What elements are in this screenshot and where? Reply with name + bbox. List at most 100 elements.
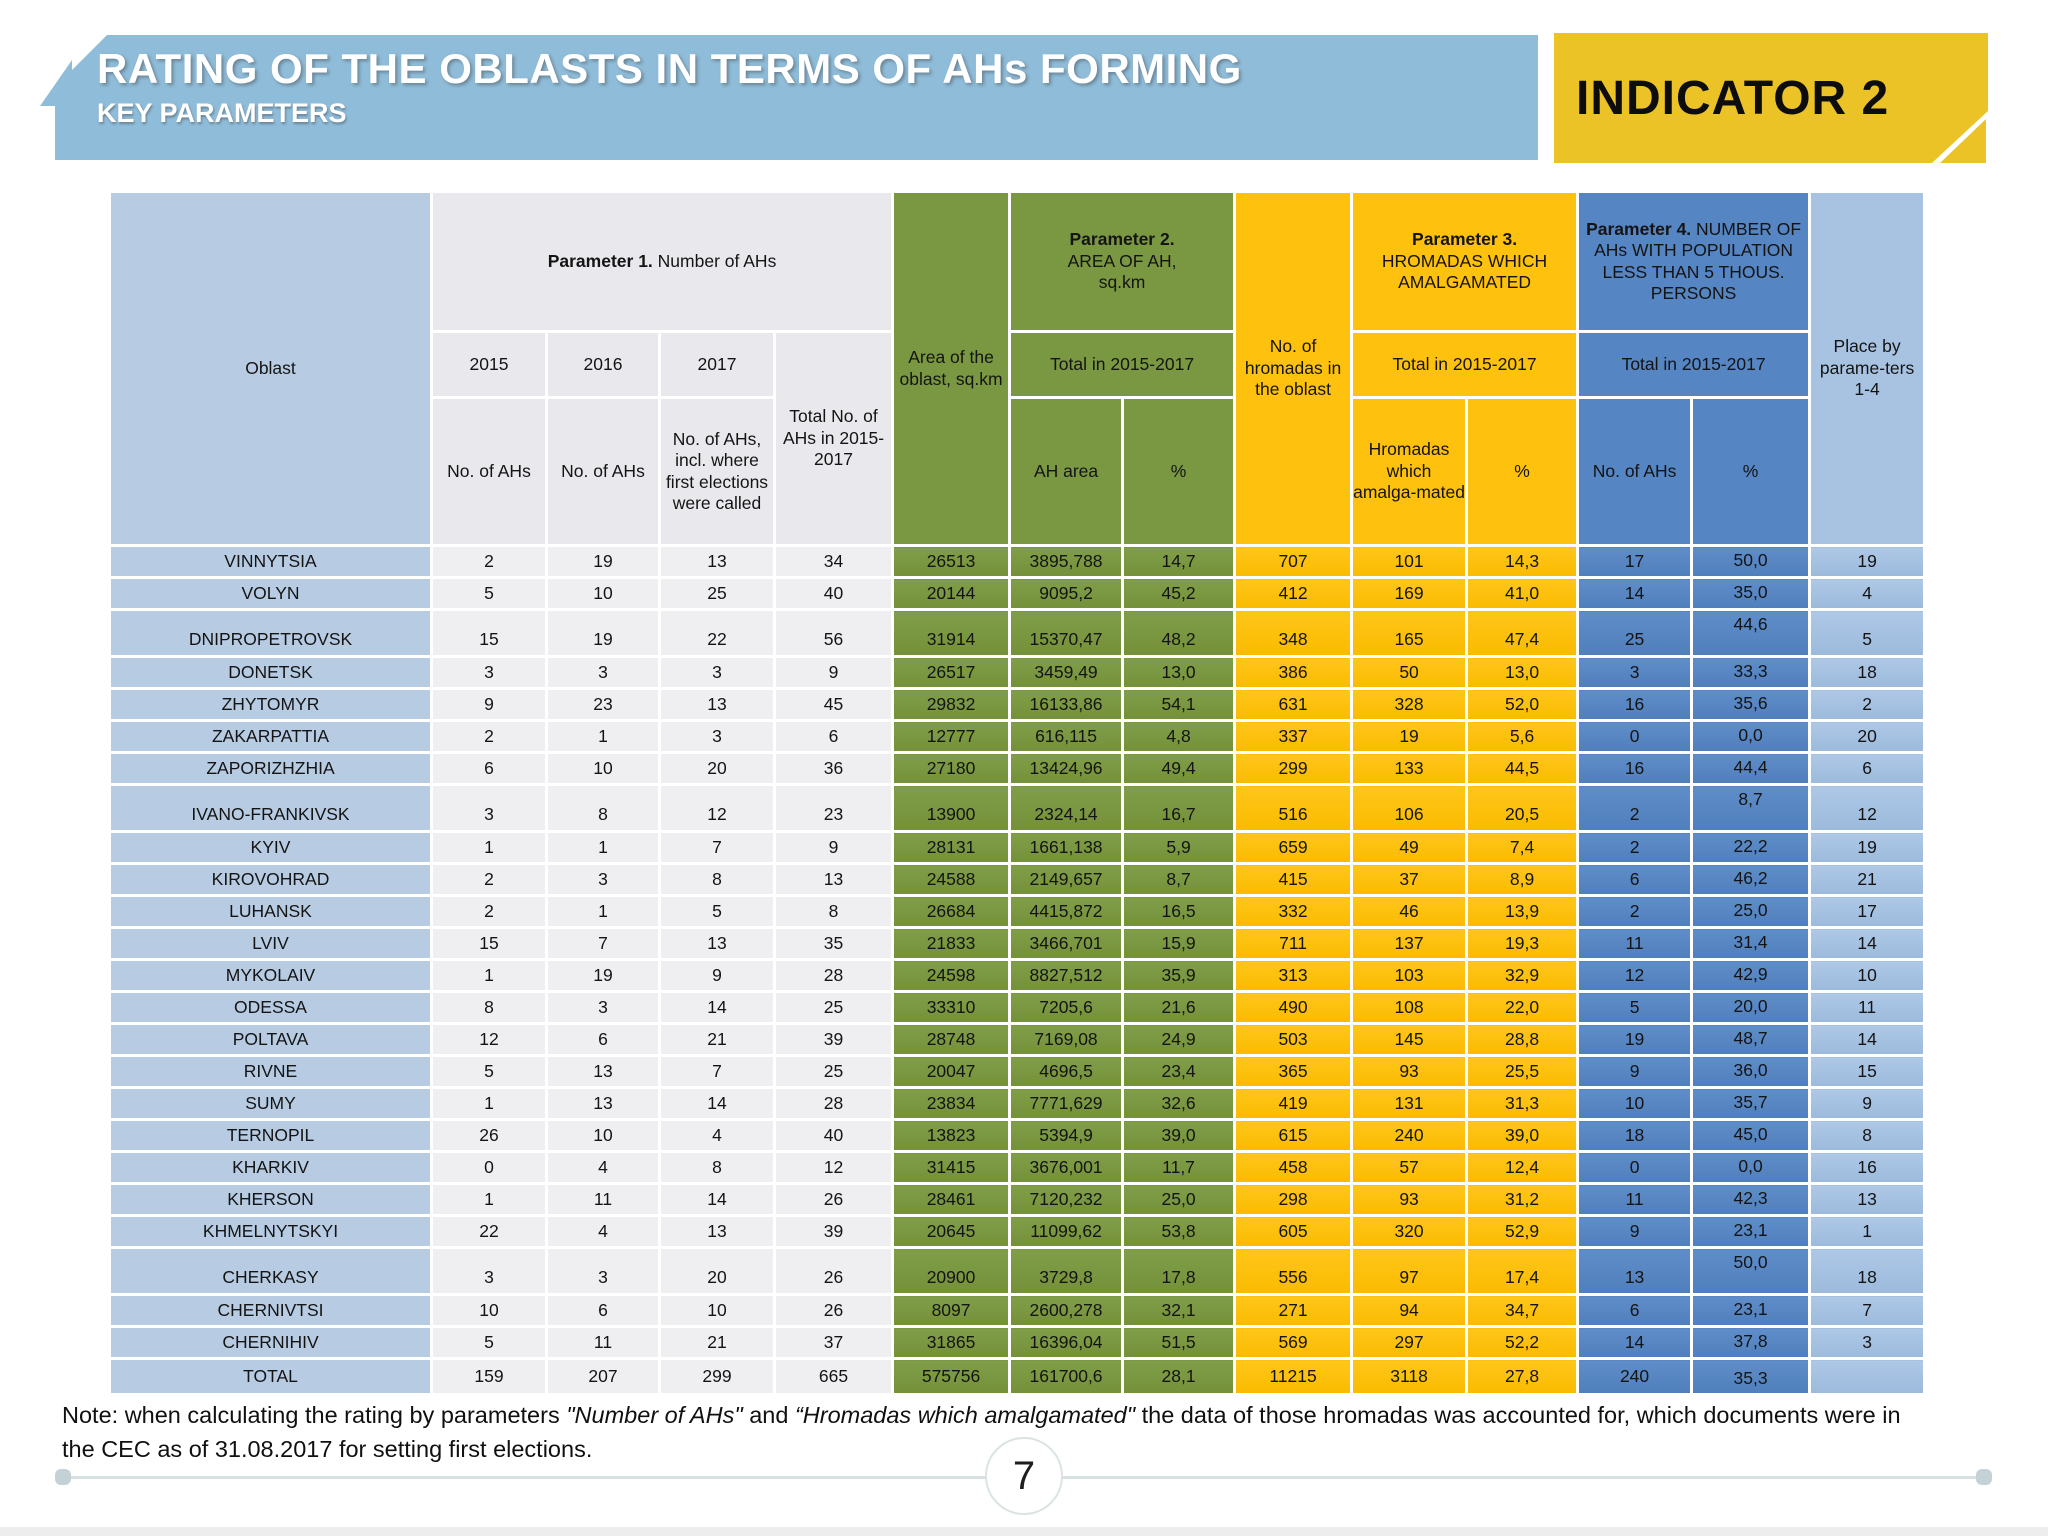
cell-p1-total: 39 — [772, 1022, 895, 1057]
cell-ah-pct: 39,0 — [1121, 1118, 1237, 1153]
cell-p1-total: 665 — [772, 1357, 895, 1396]
cell-oblast: ZHYTOMYR — [108, 687, 433, 722]
col-header-ah-area: AH area — [1008, 396, 1125, 547]
cell-ah-pct: 17,8 — [1121, 1246, 1237, 1296]
cell-p4-no-ahs: 3 — [1576, 655, 1694, 690]
parameter2-line3: sq.km — [1098, 272, 1146, 293]
cell-ah-area: 4415,872 — [1008, 894, 1125, 929]
cell-oblast: CHERNIHIV — [108, 1325, 433, 1360]
col-header-no-ahs-2017: No. of AHs, incl. where first elections … — [658, 396, 776, 547]
cell-p1-2016: 4 — [545, 1150, 661, 1185]
cell-p1-2015: 6 — [430, 751, 548, 786]
cell-amalg-pct: 17,4 — [1465, 1246, 1580, 1296]
cell-amalg-pct: 47,4 — [1465, 608, 1580, 658]
cell-area-oblast: 31914 — [891, 608, 1012, 658]
cell-amalgamated: 93 — [1350, 1182, 1469, 1217]
cell-amalg-pct: 12,4 — [1465, 1150, 1580, 1185]
cell-p4-pct: 45,0 — [1690, 1118, 1812, 1153]
cell-oblast: DONETSK — [108, 655, 433, 690]
cell-p4-pct: 35,7 — [1690, 1086, 1812, 1121]
cell-ah-area: 1661,138 — [1008, 830, 1125, 865]
cell-place: 16 — [1808, 1150, 1927, 1185]
cell-oblast: KIROVOHRAD — [108, 862, 433, 897]
header-row-1: Oblast Parameter 1. Number of AHs Area o… — [108, 190, 1927, 547]
cell-oblast: CHERKASY — [108, 1246, 433, 1296]
cell-amalgamated: 328 — [1350, 687, 1469, 722]
cell-p1-2016: 13 — [545, 1086, 661, 1121]
cell-hromadas: 348 — [1233, 608, 1354, 658]
cell-p4-no-ahs: 6 — [1576, 862, 1694, 897]
cell-p1-2016: 19 — [545, 544, 661, 579]
cell-ah-pct: 32,6 — [1121, 1086, 1237, 1121]
cell-amalgamated: 131 — [1350, 1086, 1469, 1121]
cell-p1-2016: 7 — [545, 926, 661, 961]
parameter1-bold: Parameter 1. — [547, 250, 653, 271]
table-row: POLTAVA 12 6 21 39 28748 7169,08 24,9 503 145 28,8… — [108, 1022, 1927, 1057]
cell-place: 5 — [1808, 608, 1927, 658]
cell-p1-2017: 3 — [658, 655, 776, 690]
col-header-parameter4: Parameter 4. NUMBER OF AHs WITH POPULATI… — [1576, 190, 1812, 333]
cell-p4-no-ahs: 240 — [1576, 1357, 1694, 1396]
cell-p4-no-ahs: 17 — [1576, 544, 1694, 579]
cell-p1-2017: 13 — [658, 926, 776, 961]
cell-oblast: KHERSON — [108, 1182, 433, 1217]
cell-p1-2016: 11 — [545, 1182, 661, 1217]
cell-amalgamated: 106 — [1350, 783, 1469, 833]
cell-hromadas: 419 — [1233, 1086, 1354, 1121]
cell-place: 15 — [1808, 1054, 1927, 1089]
cell-p1-total: 8 — [772, 894, 895, 929]
col-header-no-ahs-2015: No. of AHs — [430, 396, 548, 547]
cell-ah-area: 3676,001 — [1008, 1150, 1125, 1185]
cell-ah-pct: 13,0 — [1121, 655, 1237, 690]
page-number: 7 — [1012, 1453, 1036, 1498]
cell-p1-2016: 1 — [545, 830, 661, 865]
cell-ah-area: 15370,47 — [1008, 608, 1125, 658]
cell-ah-area: 2324,14 — [1008, 783, 1125, 833]
table-row: ODESSA 8 3 14 25 33310 7205,6 21,6 490 108 22,0 5 20… — [108, 990, 1927, 1025]
cell-p1-2016: 10 — [545, 1118, 661, 1153]
place-line1: Place by parame-ters — [1819, 336, 1915, 378]
page-title: RATING OF THE OBLASTS IN TERMS OF AHs FO… — [97, 45, 1242, 92]
cell-p4-no-ahs: 0 — [1576, 719, 1694, 754]
cell-p1-2017: 3 — [658, 719, 776, 754]
cell-area-oblast: 31415 — [891, 1150, 1012, 1185]
cell-ah-pct: 45,2 — [1121, 576, 1237, 611]
cell-amalgamated: 297 — [1350, 1325, 1469, 1360]
cell-place: 6 — [1808, 751, 1927, 786]
cell-p1-2017: 299 — [658, 1357, 776, 1396]
slide-title-band: RATING OF THE OBLASTS IN TERMS OF AHs FO… — [55, 35, 1538, 160]
cell-ah-area: 161700,6 — [1008, 1357, 1125, 1396]
cell-hromadas: 412 — [1233, 576, 1354, 611]
cell-amalgamated: 93 — [1350, 1054, 1469, 1089]
table-row: KHARKIV 0 4 8 12 31415 3676,001 11,7 458 57 12,4 0 0… — [108, 1150, 1927, 1185]
cell-p1-2016: 3 — [545, 655, 661, 690]
cell-ah-area: 7771,629 — [1008, 1086, 1125, 1121]
cell-amalg-pct: 25,5 — [1465, 1054, 1580, 1089]
cell-p4-pct: 20,0 — [1690, 990, 1812, 1025]
cell-oblast: SUMY — [108, 1086, 433, 1121]
cell-place: 21 — [1808, 862, 1927, 897]
cell-p4-pct: 31,4 — [1690, 926, 1812, 961]
cell-amalgamated: 19 — [1350, 719, 1469, 754]
cell-p1-total: 9 — [772, 655, 895, 690]
cell-ah-pct: 25,0 — [1121, 1182, 1237, 1217]
table-total-row: TOTAL 159 207 299 665 575756 161700,6 28,1 11215… — [108, 1357, 1927, 1396]
cell-hromadas: 707 — [1233, 544, 1354, 579]
cell-place: 19 — [1808, 830, 1927, 865]
col-header-p3-total: Total in 2015-2017 — [1350, 330, 1580, 399]
cell-p4-no-ahs: 6 — [1576, 1293, 1694, 1328]
cell-p4-no-ahs: 2 — [1576, 830, 1694, 865]
cell-p4-no-ahs: 2 — [1576, 894, 1694, 929]
cell-ah-pct: 24,9 — [1121, 1022, 1237, 1057]
cell-p1-2015: 1 — [430, 1086, 548, 1121]
cell-p1-2017: 12 — [658, 783, 776, 833]
cell-amalgamated: 133 — [1350, 751, 1469, 786]
cell-hromadas: 556 — [1233, 1246, 1354, 1296]
col-header-2015: 2015 — [430, 330, 548, 399]
col-header-p3-pct: % — [1465, 396, 1580, 547]
header-row-3: No. of AHs No. of AHs No. of AHs, incl. … — [110, 396, 1925, 547]
cell-amalg-pct: 28,8 — [1465, 1022, 1580, 1057]
cell-p4-no-ahs: 16 — [1576, 687, 1694, 722]
cell-p1-total: 37 — [772, 1325, 895, 1360]
cell-amalgamated: 46 — [1350, 894, 1469, 929]
